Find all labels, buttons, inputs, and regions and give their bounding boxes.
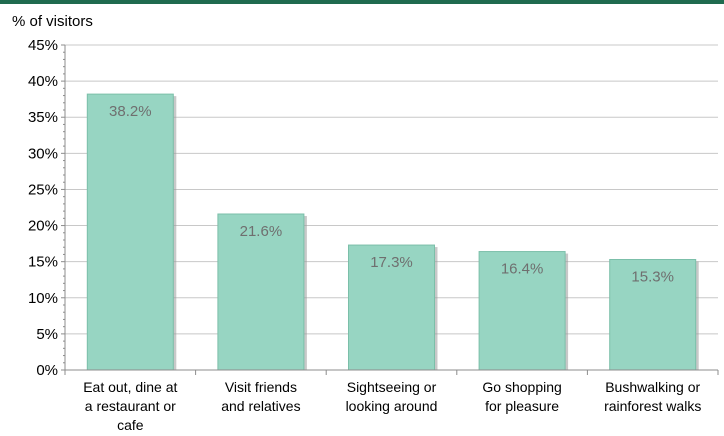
x-category-labels: Eat out, dine at a restaurant or cafe Visit… — [83, 379, 701, 433]
x-category-label-line: Bushwalking or — [605, 379, 700, 395]
x-category-label-line: Go shopping — [482, 379, 561, 395]
data-label: 15.3% — [631, 269, 674, 286]
header-accent-bar — [0, 0, 724, 4]
x-category-label: Sightseeing or looking around — [346, 379, 438, 414]
y-tick-label: 15% — [28, 254, 58, 271]
x-category-label: Visit friends and relatives — [221, 379, 300, 414]
y-tick-label: 30% — [28, 145, 58, 162]
x-category-label-line: cafe — [117, 417, 144, 433]
y-tick-label: 40% — [28, 73, 58, 90]
y-tick-label: 0% — [36, 362, 58, 379]
y-tick-label: 20% — [28, 218, 58, 235]
bar — [217, 213, 305, 371]
bar — [86, 93, 174, 371]
axes — [61, 44, 719, 375]
y-tick-labels: 0% 5% 10% 15% 20% 25% 30% 35% 40% 45% — [28, 37, 58, 379]
bars — [86, 93, 699, 371]
data-label: 38.2% — [109, 103, 152, 120]
x-category-label-line: and relatives — [221, 398, 300, 414]
x-category-label-line: Eat out, dine at — [83, 379, 177, 395]
x-category-label: Bushwalking or rainforest walks — [604, 379, 701, 414]
y-tick-label: 35% — [28, 109, 58, 126]
y-tick-label: 25% — [28, 181, 58, 198]
bar — [348, 244, 435, 371]
x-category-label: Go shopping for pleasure — [482, 379, 561, 414]
x-category-label-line: Sightseeing or — [347, 379, 437, 395]
x-category-label-line: rainforest walks — [604, 398, 701, 414]
y-tick-label: 5% — [36, 326, 58, 343]
y-axis-title: % of visitors — [12, 13, 93, 30]
x-category-label-line: a restaurant or — [85, 398, 176, 414]
y-tick-label: 10% — [28, 290, 58, 307]
bar — [478, 251, 566, 371]
data-label: 16.4% — [501, 261, 544, 278]
x-category-label-line: Visit friends — [225, 379, 297, 395]
x-category-label-line: looking around — [346, 398, 438, 414]
x-category-label: Eat out, dine at a restaurant or cafe — [83, 379, 177, 433]
bar — [609, 259, 697, 371]
y-tick-label: 45% — [28, 37, 58, 54]
data-label: 17.3% — [370, 254, 413, 271]
data-label: 21.6% — [240, 223, 283, 240]
data-labels: 38.2% 21.6% 17.3% 16.4% 15.3% — [109, 103, 674, 285]
x-category-label-line: for pleasure — [485, 398, 559, 414]
